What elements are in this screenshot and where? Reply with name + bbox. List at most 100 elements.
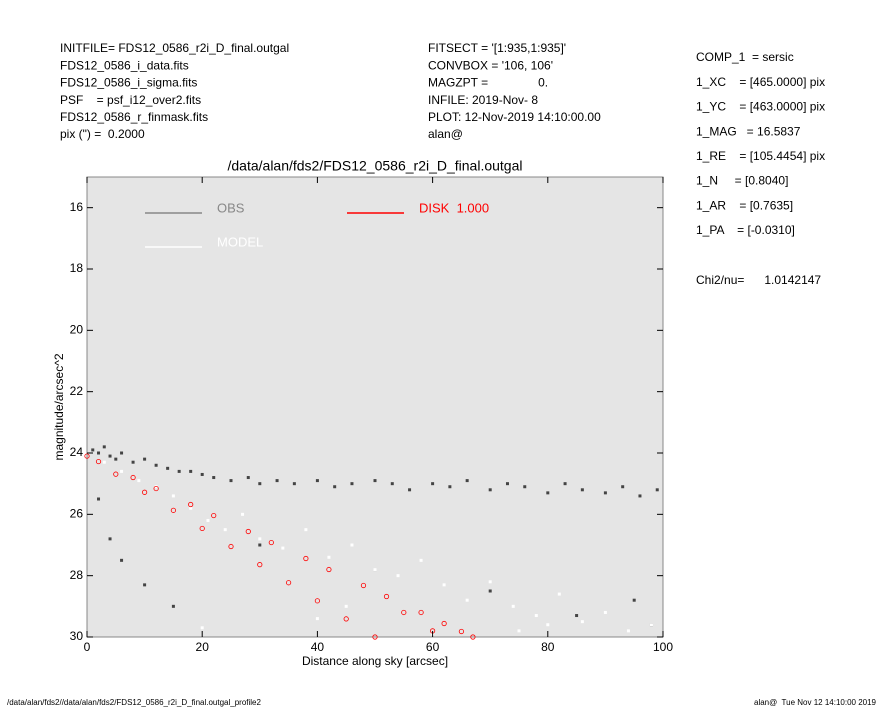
header-right-line: 1_RE = [105.4454] pix	[696, 149, 825, 163]
point	[228, 543, 234, 550]
marks	[84, 445, 659, 640]
point	[333, 485, 337, 489]
header-right-line: 1_AR = [0.7635]	[696, 198, 793, 212]
point	[143, 457, 147, 461]
point	[580, 488, 584, 492]
point	[199, 525, 205, 532]
header-right-line: 1_PA = [-0.0310]	[696, 223, 795, 237]
point	[373, 568, 377, 572]
header-middle-line: PLOT: 12-Nov-2019 14:10:00.00	[428, 110, 601, 124]
point	[245, 528, 251, 535]
point	[285, 580, 292, 586]
point	[326, 566, 332, 573]
point	[200, 626, 204, 630]
y-tick-label: 20	[70, 323, 84, 337]
x-tick-label: 100	[653, 640, 673, 654]
point	[626, 629, 630, 633]
point	[171, 604, 175, 608]
x-tick-label: 80	[541, 640, 555, 654]
point	[534, 614, 538, 618]
plot-area	[86, 176, 664, 638]
point	[383, 593, 390, 600]
point	[108, 454, 112, 458]
point	[523, 485, 527, 489]
header-right-line: 1_XC = [465.0000] pix	[696, 75, 825, 89]
point	[343, 616, 349, 622]
point	[488, 580, 492, 584]
header-middle-line: CONVBOX = '106, 106'	[428, 58, 553, 72]
point	[505, 482, 509, 486]
point	[131, 460, 135, 464]
x-tick-label: 20	[196, 640, 210, 654]
point	[638, 494, 642, 498]
y-tick-label: 26	[70, 507, 84, 521]
y-tick-label: 30	[70, 629, 84, 643]
header-right-line: COMP_1 = sersic	[696, 50, 794, 64]
point	[470, 634, 476, 640]
point	[143, 583, 147, 587]
legend-label: OBS	[217, 200, 245, 215]
point	[188, 501, 194, 508]
point	[130, 474, 136, 481]
point	[517, 629, 521, 633]
point	[603, 491, 607, 495]
header-middle-line: MAGZPT = 0.	[428, 76, 548, 90]
y-tick-label: 24	[70, 445, 84, 459]
point	[246, 476, 250, 480]
x-axis-label: Distance along sky [arcsec]	[302, 654, 448, 668]
y-tick-label: 16	[70, 200, 84, 214]
point	[258, 543, 262, 547]
point	[268, 539, 274, 546]
point	[408, 488, 412, 492]
point	[102, 445, 106, 449]
point	[120, 451, 124, 455]
point	[258, 482, 262, 486]
footer-right: alan@ Tue Nov 12 14:10:00 2019	[754, 698, 877, 707]
point	[315, 617, 319, 621]
point	[120, 558, 124, 562]
point	[189, 469, 193, 473]
point	[206, 518, 210, 522]
point	[603, 610, 607, 614]
legend-label: DISK 1.000	[419, 200, 489, 215]
point	[153, 485, 159, 492]
point	[448, 485, 452, 489]
chi2-text: Chi2/nu= 1.0142147	[696, 273, 821, 287]
x-tick-label: 40	[311, 640, 325, 654]
point	[211, 512, 217, 519]
legend-label: MODEL	[217, 234, 263, 249]
point	[102, 460, 106, 464]
point	[390, 482, 394, 486]
point	[189, 506, 193, 510]
point	[563, 482, 567, 486]
point	[258, 537, 262, 541]
point	[95, 458, 102, 465]
point	[373, 479, 377, 483]
point	[292, 482, 296, 486]
point	[91, 448, 95, 452]
point	[327, 555, 331, 559]
y-tick-label: 22	[70, 384, 84, 398]
point	[465, 598, 469, 602]
point	[360, 582, 367, 589]
point	[84, 453, 90, 459]
header-left-line: PSF = psf_i12_over2.fits	[60, 93, 201, 107]
point	[257, 562, 263, 568]
header-left-line: pix (") = 0.2000	[60, 127, 145, 141]
point	[137, 479, 141, 483]
point	[241, 512, 245, 516]
header-left-line: FDS12_0586_r_finmask.fits	[60, 110, 208, 124]
header-middle-line: alan@	[428, 127, 463, 141]
point	[441, 620, 447, 627]
point	[546, 491, 550, 495]
point	[275, 479, 279, 483]
point	[649, 623, 653, 627]
point	[575, 614, 579, 618]
point	[177, 469, 181, 473]
x-tick-label: 0	[84, 640, 91, 654]
point	[113, 471, 119, 477]
point	[431, 482, 435, 486]
point	[418, 609, 424, 616]
point	[465, 479, 469, 483]
